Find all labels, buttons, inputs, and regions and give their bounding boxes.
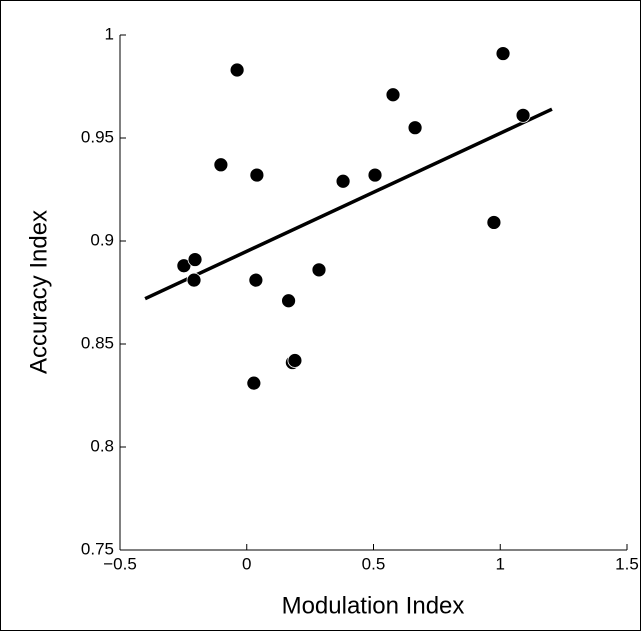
point bbox=[176, 258, 192, 274]
x-tick-label: −0.5 bbox=[103, 554, 137, 573]
point bbox=[229, 62, 245, 78]
x-tick-label: 0 bbox=[242, 554, 251, 573]
y-tick-label: 0.95 bbox=[81, 127, 114, 146]
point bbox=[287, 353, 303, 368]
x-axis-label: Modulation Index bbox=[282, 592, 465, 619]
x-tick-label: 1.5 bbox=[615, 554, 639, 573]
point bbox=[187, 252, 203, 267]
y-tick-label: 0.85 bbox=[81, 333, 114, 352]
point bbox=[385, 87, 401, 103]
point bbox=[248, 272, 264, 288]
point bbox=[249, 167, 265, 183]
y-tick-label: 0.9 bbox=[90, 230, 114, 249]
y-tick-label: 1 bbox=[105, 24, 114, 43]
point bbox=[486, 215, 502, 230]
point bbox=[281, 293, 296, 309]
y-tick-label: 0.75 bbox=[81, 539, 114, 558]
y-tick-label: 0.8 bbox=[90, 436, 114, 455]
x-tick-label: 1 bbox=[496, 554, 505, 573]
point bbox=[186, 272, 202, 288]
point bbox=[213, 157, 229, 173]
point bbox=[495, 46, 511, 61]
point bbox=[311, 262, 327, 278]
point bbox=[515, 107, 531, 123]
point bbox=[407, 120, 423, 136]
point bbox=[246, 375, 262, 391]
x-tick-label: 0.5 bbox=[362, 554, 386, 573]
point bbox=[335, 173, 351, 189]
point bbox=[367, 167, 383, 183]
fit-line bbox=[144, 107, 553, 301]
y-axis-label: Accuracy Index bbox=[25, 210, 52, 374]
